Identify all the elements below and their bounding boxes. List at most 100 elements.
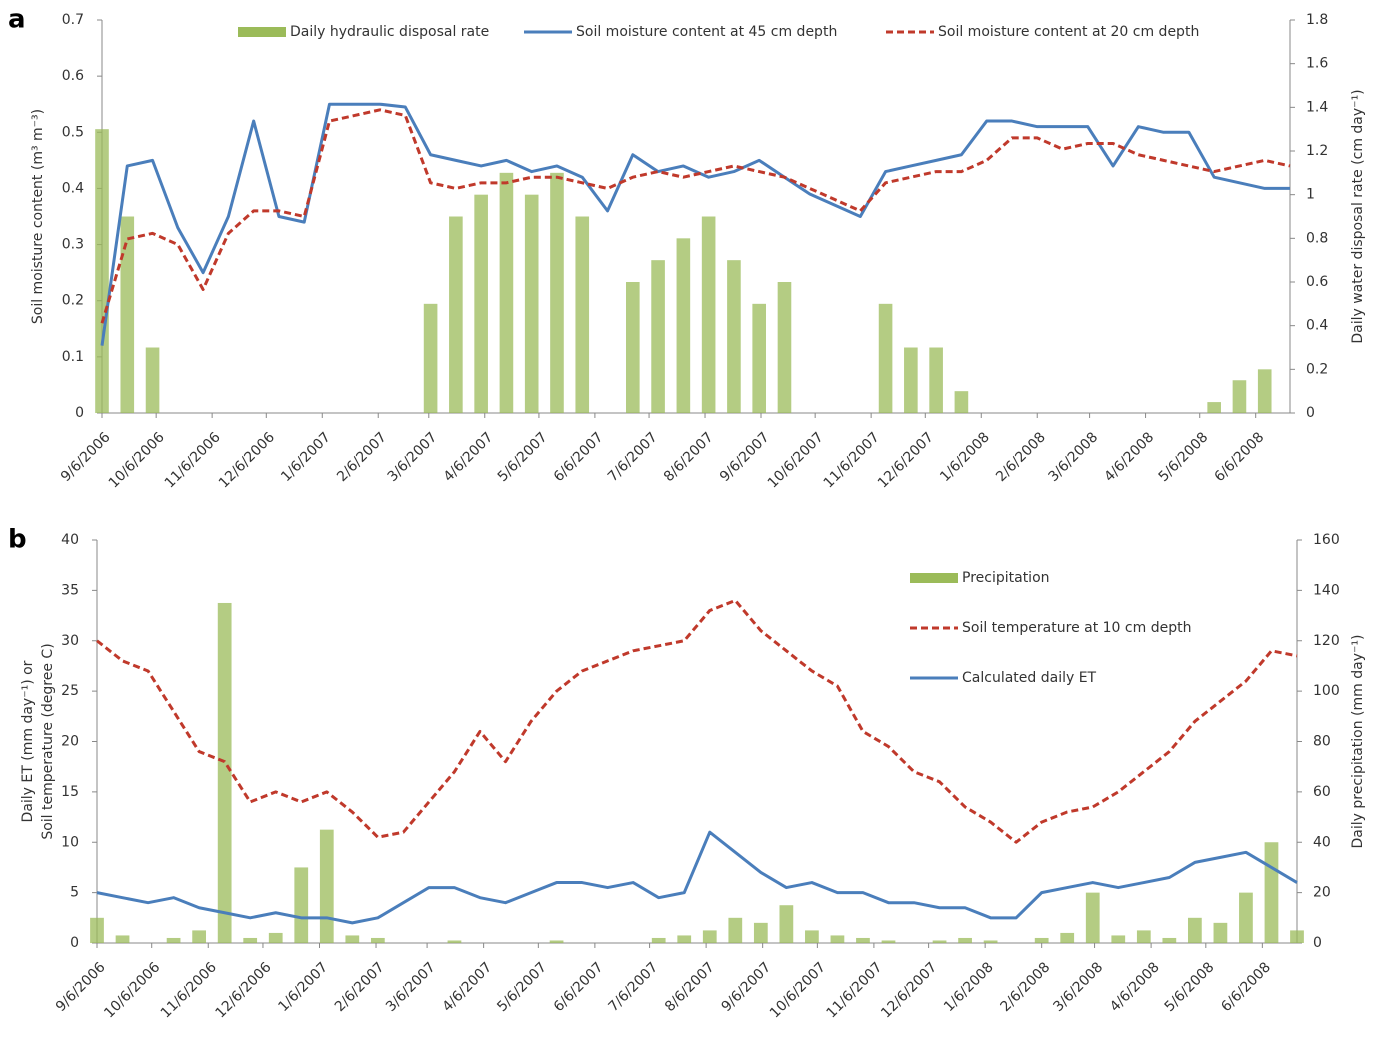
bar xyxy=(932,940,947,943)
y-tick-label: 0.7 xyxy=(62,12,84,28)
bar xyxy=(983,940,998,943)
y-tick-label: 25 xyxy=(61,683,79,699)
bar xyxy=(1060,932,1075,943)
bar xyxy=(90,917,104,943)
y-tick-label: 20 xyxy=(61,734,79,750)
y-tick-label: 0.4 xyxy=(62,180,84,196)
x-tick-label: 5/6/2007 xyxy=(495,429,551,485)
y2-tick-label: 1.6 xyxy=(1306,56,1328,72)
bar xyxy=(830,935,845,943)
y2-tick-label: 0.8 xyxy=(1306,230,1328,246)
x-tick-label: 8/6/2007 xyxy=(662,959,718,1015)
x-tick-label: 8/6/2007 xyxy=(661,429,717,485)
y2-tick-label: 80 xyxy=(1313,734,1331,750)
x-tick-label: 2/6/2007 xyxy=(332,959,388,1015)
y2-tick-label: 0 xyxy=(1306,405,1315,421)
line xyxy=(96,830,1298,925)
y-tick-label: 40 xyxy=(61,532,79,548)
x-tick-label: 12/6/2006 xyxy=(216,429,278,491)
y2-tick-label: 0 xyxy=(1313,935,1322,951)
bar xyxy=(904,347,918,413)
x-tick-label: 11/6/2006 xyxy=(162,429,224,491)
x-tick-label: 2/6/2007 xyxy=(334,429,390,485)
y-tick-label: 5 xyxy=(70,885,79,901)
x-tick-label: 6/6/2007 xyxy=(551,429,607,485)
bar xyxy=(878,303,893,413)
bar xyxy=(474,194,488,413)
y2-tick-label: 160 xyxy=(1313,532,1340,548)
x-tick-label: 3/6/2007 xyxy=(385,429,441,485)
bar xyxy=(1257,369,1272,413)
y-tick-label: 35 xyxy=(61,582,79,598)
y2-axis-title: Daily water disposal rate (cm day⁻¹) xyxy=(1350,89,1366,343)
x-tick-label: 7/6/2007 xyxy=(605,959,661,1015)
legend-label: Soil moisture content at 45 cm depth xyxy=(576,24,837,40)
panel-label: a xyxy=(8,5,26,35)
y2-tick-label: 40 xyxy=(1313,834,1331,850)
y-tick-label: 0.5 xyxy=(62,124,84,140)
x-tick-label: 1/6/2008 xyxy=(941,959,997,1015)
bar xyxy=(701,216,716,413)
x-tick-label: 5/6/2007 xyxy=(494,959,550,1015)
x-tick-label: 6/6/2008 xyxy=(1218,959,1274,1015)
y2-tick-label: 0.4 xyxy=(1306,318,1328,334)
bar xyxy=(752,303,766,413)
bar xyxy=(550,172,564,413)
y2-tick-label: 140 xyxy=(1313,582,1340,598)
bar xyxy=(549,940,564,943)
y-tick-label: 0 xyxy=(75,405,84,421)
x-tick-label: 4/6/2007 xyxy=(441,429,497,485)
bar xyxy=(881,940,896,943)
y2-tick-label: 1.8 xyxy=(1306,12,1328,28)
bar xyxy=(676,238,691,413)
y-tick-label: 0.2 xyxy=(62,293,84,309)
x-tick-label: 4/6/2007 xyxy=(439,959,495,1015)
bar xyxy=(423,303,438,413)
bar xyxy=(166,937,181,943)
x-tick-label: 2/6/2008 xyxy=(998,959,1054,1015)
x-tick-label: 3/6/2008 xyxy=(1045,429,1101,485)
x-tick-label: 9/6/2006 xyxy=(58,429,114,485)
x-tick-label: 5/6/2008 xyxy=(1156,429,1212,485)
legend-label: Precipitation xyxy=(962,570,1050,586)
bar xyxy=(95,129,109,413)
legend-label: Soil temperature at 10 cm depth xyxy=(962,620,1191,636)
x-tick-label: 3/6/2007 xyxy=(383,959,439,1015)
x-tick-label: 11/6/2006 xyxy=(158,959,220,1021)
x-tick-label: 6/6/2008 xyxy=(1212,429,1268,485)
x-tick-label: 12/6/2007 xyxy=(875,429,937,491)
y2-tick-label: 100 xyxy=(1313,683,1340,699)
y-tick-label: 10 xyxy=(61,834,79,850)
bar xyxy=(1111,935,1126,943)
bar xyxy=(1162,937,1177,943)
bar xyxy=(243,937,258,943)
y-axis-title: Soil moisture content (m³ m⁻³) xyxy=(30,109,46,324)
bar xyxy=(1085,892,1100,943)
x-tick-label: 10/6/2007 xyxy=(765,429,827,491)
y2-tick-label: 1 xyxy=(1306,187,1315,203)
x-tick-label: 9/6/2007 xyxy=(717,429,773,485)
y2-tick-label: 0.6 xyxy=(1306,274,1328,290)
bar xyxy=(779,905,794,943)
bar xyxy=(929,347,943,413)
legend-label: Daily hydraulic disposal rate xyxy=(290,24,489,40)
x-tick-label: 10/6/2007 xyxy=(767,959,829,1021)
bar xyxy=(1187,917,1202,943)
bar xyxy=(268,932,283,943)
bar xyxy=(120,216,135,413)
x-tick-label: 12/6/2006 xyxy=(213,959,275,1021)
y2-tick-label: 1.4 xyxy=(1306,99,1328,115)
y-tick-label: 0.6 xyxy=(62,68,84,84)
bar xyxy=(651,937,666,943)
bar xyxy=(1290,930,1304,943)
bar xyxy=(677,935,692,943)
bar xyxy=(1207,402,1221,413)
bar xyxy=(702,930,717,943)
bar xyxy=(447,940,462,943)
x-tick-label: 9/6/2006 xyxy=(53,959,109,1015)
bar xyxy=(777,282,792,413)
bar xyxy=(1213,922,1228,943)
y2-tick-label: 60 xyxy=(1313,784,1331,800)
bar xyxy=(345,935,360,943)
bar xyxy=(728,917,743,943)
